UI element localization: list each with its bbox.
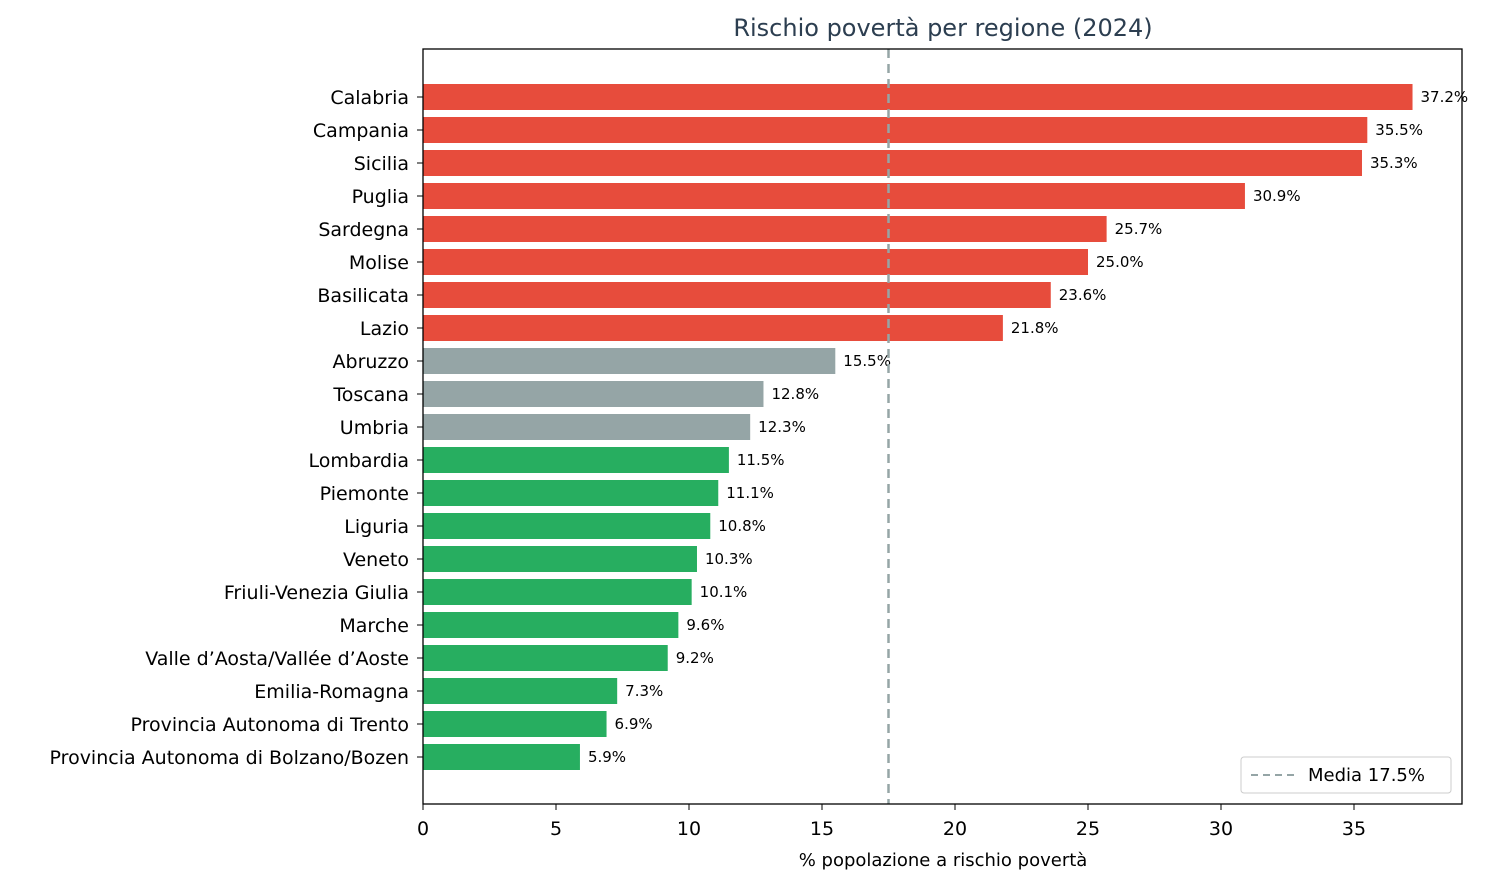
- bar-value-label: 23.6%: [1059, 286, 1107, 304]
- bar-value-label: 35.3%: [1370, 154, 1418, 172]
- y-tick-label: Puglia: [352, 186, 409, 208]
- bar-value-label: 21.8%: [1011, 319, 1059, 337]
- bar: [423, 216, 1107, 242]
- bar: [423, 414, 751, 440]
- y-tick-label: Emilia-Romagna: [254, 681, 409, 703]
- legend-label: Media 17.5%: [1308, 765, 1425, 786]
- bar-value-label: 11.5%: [737, 451, 785, 469]
- y-tick-label: Valle d’Aosta/Vallée d’Aoste: [145, 648, 409, 670]
- bar: [423, 678, 618, 704]
- bar: [423, 711, 607, 737]
- bar-value-label: 37.2%: [1421, 88, 1469, 106]
- bar: [423, 381, 764, 407]
- bar-value-label: 25.7%: [1115, 220, 1163, 238]
- y-tick-label: Friuli-Venezia Giulia: [224, 582, 409, 604]
- y-tick-label: Basilicata: [317, 285, 409, 307]
- bar-value-label: 9.6%: [686, 616, 724, 634]
- bar: [423, 348, 836, 374]
- x-tick-label: 15: [810, 818, 834, 840]
- x-tick-label: 0: [417, 818, 429, 840]
- chart-title: Rischio povertà per regione (2024): [733, 14, 1152, 42]
- bar: [423, 249, 1089, 275]
- bar: [423, 513, 711, 539]
- bar: [423, 645, 668, 671]
- x-tick-label: 35: [1342, 818, 1366, 840]
- bar-value-label: 25.0%: [1096, 253, 1144, 271]
- y-tick-label: Campania: [313, 120, 409, 142]
- bar-value-label: 5.9%: [588, 748, 626, 766]
- bar: [423, 612, 679, 638]
- bar: [423, 579, 692, 605]
- y-tick-label: Provincia Autonoma di Trento: [131, 714, 409, 736]
- bar-value-label: 12.8%: [771, 385, 819, 403]
- plot-frame: [422, 48, 1463, 805]
- bar: [423, 84, 1413, 110]
- bar: [423, 315, 1003, 341]
- bar-value-label: 15.5%: [843, 352, 891, 370]
- bar: [423, 447, 729, 473]
- bar-value-label: 7.3%: [625, 682, 663, 700]
- bar-value-label: 9.2%: [676, 649, 714, 667]
- legend-box: [1240, 756, 1452, 794]
- plot-area: Calabria 37.2% Campania 35.5% Sicilia 35.3% Pu…: [50, 48, 1469, 840]
- y-tick-label: Liguria: [344, 516, 409, 538]
- x-tick-label: 30: [1209, 818, 1233, 840]
- bar: [423, 117, 1368, 143]
- bar-value-label: 30.9%: [1253, 187, 1301, 205]
- y-tick-label: Lazio: [360, 318, 409, 340]
- x-tick-label: 20: [943, 818, 967, 840]
- bar-value-label: 10.3%: [705, 550, 753, 568]
- bar: [423, 183, 1245, 209]
- y-tick-label: Lombardia: [308, 450, 409, 472]
- y-tick-label: Piemonte: [320, 483, 409, 505]
- y-tick-label: Veneto: [343, 549, 409, 571]
- y-tick-label: Umbria: [340, 417, 409, 439]
- bar: [423, 546, 697, 572]
- x-tick-label: 5: [550, 818, 562, 840]
- bar: [423, 150, 1362, 176]
- bar: [423, 744, 580, 770]
- y-tick-label: Marche: [339, 615, 409, 637]
- y-tick-label: Provincia Autonoma di Bolzano/Bozen: [50, 747, 409, 769]
- bar-value-label: 35.5%: [1375, 121, 1423, 139]
- bar-value-label: 6.9%: [615, 715, 653, 733]
- bar-value-label: 11.1%: [726, 484, 774, 502]
- bar-value-label: 10.1%: [700, 583, 748, 601]
- bar: [423, 480, 719, 506]
- bar: [423, 282, 1051, 308]
- y-tick-label: Toscana: [332, 384, 409, 406]
- bar-value-label: 10.8%: [718, 517, 766, 535]
- x-tick-label: 10: [677, 818, 701, 840]
- y-tick-label: Sicilia: [354, 153, 409, 175]
- bar-value-label: 12.3%: [758, 418, 806, 436]
- y-tick-label: Calabria: [330, 87, 409, 109]
- y-tick-label: Molise: [349, 252, 409, 274]
- x-tick-label: 25: [1076, 818, 1100, 840]
- y-tick-label: Abruzzo: [333, 351, 409, 373]
- x-axis-label: % popolazione a rischio povertà: [799, 850, 1088, 871]
- y-tick-label: Sardegna: [318, 219, 409, 241]
- legend: Media 17.5%: [1240, 756, 1452, 794]
